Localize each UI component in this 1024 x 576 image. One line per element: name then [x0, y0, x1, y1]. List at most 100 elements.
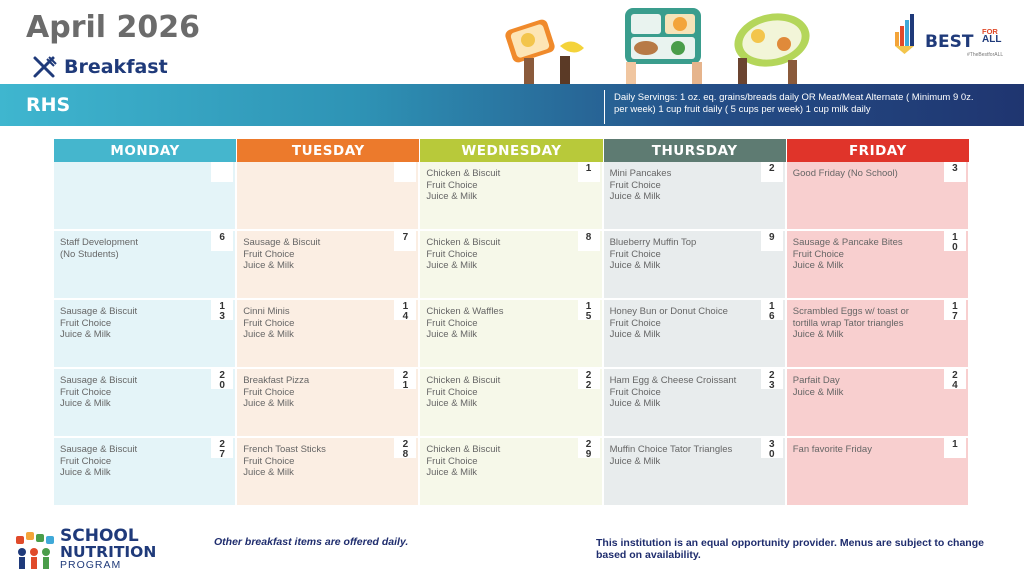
menu-items: Sausage & Biscuit Fruit Choice Juice & M… — [60, 306, 138, 340]
day-cell: Good Friday (No School) 3 — [786, 162, 968, 231]
day-cell: French Toast Sticks Fruit Choice Juice &… — [237, 438, 419, 507]
date-number: 2 9 — [577, 438, 600, 460]
day-cell: Sausage & Biscuit Fruit Choice Juice & M… — [54, 369, 236, 438]
day-column-friday: Good Friday (No School) 3 Sausage & Pancak… — [786, 162, 970, 507]
day-cell: Blueberry Muffin Top Fruit Choice Juice … — [603, 231, 785, 300]
menu-items: Sausage & Pancake Bites Fruit Choice Jui… — [792, 237, 903, 271]
date-number — [211, 162, 234, 182]
date-number: 1 — [577, 162, 600, 182]
school-banner — [0, 84, 1024, 126]
menu-items: Mini Pancakes Fruit Choice Juice & Milk — [609, 168, 672, 202]
day-cell: Chicken & Waffles Fruit Choice Juice & M… — [420, 300, 602, 369]
day-header-row: MONDAY TUESDAY WEDNESDAY THURSDAY FRIDAY — [54, 139, 970, 162]
day-header-monday: MONDAY — [54, 139, 238, 162]
day-column-wednesday: Chicken & Biscuit Fruit Choice Juice & M… — [420, 162, 604, 507]
day-cell: Sausage & Pancake Bites Fruit Choice Jui… — [786, 231, 968, 300]
date-number: 2 1 — [394, 369, 417, 391]
day-cell: Fan favorite Friday 1 — [786, 438, 968, 507]
date-number: 2 8 — [394, 438, 417, 460]
menu-items: Muffin Choice Tator Triangles Juice & Mi… — [609, 444, 733, 467]
menu-items: Sausage & Biscuit Fruit Choice Juice & M… — [60, 444, 138, 478]
day-header-wednesday: WEDNESDAY — [420, 139, 604, 162]
date-number: 9 — [760, 231, 783, 251]
date-number: 1 4 — [394, 300, 417, 322]
menu-items: Sausage & Biscuit Fruit Choice Juice & M… — [60, 375, 138, 409]
date-number: 1 — [943, 438, 966, 458]
footer-logo-nutrition: NUTRITION — [60, 543, 157, 561]
day-cell: Chicken & Biscuit Fruit Choice Juice & M… — [420, 369, 602, 438]
utensils-icon — [33, 56, 57, 78]
day-cell: Cinni Minis Fruit Choice Juice & Milk 1 4 — [237, 300, 419, 369]
day-cell: Chicken & Biscuit Fruit Choice Juice & M… — [420, 162, 602, 231]
day-cell: Ham Egg & Cheese Croissant Fruit Choice … — [603, 369, 785, 438]
day-cell: Breakfast Pizza Fruit Choice Juice & Mil… — [237, 369, 419, 438]
day-column-monday: Staff Development (No Students) 6 Sausage … — [54, 162, 238, 507]
menu-items: Sausage & Biscuit Fruit Choice Juice & M… — [243, 237, 321, 271]
logo-best: BEST — [925, 32, 974, 52]
menu-items: Ham Egg & Cheese Croissant Fruit Choice … — [609, 375, 737, 409]
pencil-bars-icon — [895, 14, 914, 54]
menu-items: Chicken & Biscuit Fruit Choice Juice & M… — [426, 237, 501, 271]
meal-label: Breakfast — [32, 55, 168, 79]
date-number: 2 3 — [760, 369, 783, 391]
date-number: 8 — [577, 231, 600, 251]
footer-disclaimer: This institution is an equal opportunity… — [596, 537, 984, 561]
day-cell: Sausage & Biscuit Fruit Choice Juice & M… — [54, 300, 236, 369]
day-cell: Mini Pancakes Fruit Choice Juice & Milk 2 — [603, 162, 785, 231]
day-header-friday: FRIDAY — [786, 139, 970, 162]
menu-items: Blueberry Muffin Top Fruit Choice Juice … — [609, 237, 697, 271]
day-cell: Staff Development (No Students) 6 — [54, 231, 236, 300]
date-number: 2 — [760, 162, 783, 182]
date-number: 3 0 — [760, 438, 783, 460]
menu-items: Chicken & Biscuit Fruit Choice Juice & M… — [426, 375, 501, 409]
day-cell: Honey Bun or Donut Choice Fruit Choice J… — [603, 300, 785, 369]
menu-calendar: MONDAY TUESDAY WEDNESDAY THURSDAY FRIDAY… — [54, 139, 970, 509]
day-column-tuesday: Sausage & Biscuit Fruit Choice Juice & M… — [237, 162, 421, 507]
menu-items: Honey Bun or Donut Choice Fruit Choice J… — [609, 306, 728, 340]
day-cell: Parfait Day Juice & Milk 2 4 — [786, 369, 968, 438]
day-column-thursday: Mini Pancakes Fruit Choice Juice & Milk 2… — [603, 162, 787, 507]
footer-note: Other breakfast items are offered daily. — [214, 536, 409, 548]
date-number: 2 7 — [211, 438, 234, 460]
calendar-grid: Staff Development (No Students) 6 Sausage … — [54, 162, 970, 507]
logo-hashtag: #TheBestforALL — [967, 52, 1004, 58]
day-header-tuesday: TUESDAY — [237, 139, 421, 162]
menu-items: Good Friday (No School) — [792, 168, 898, 179]
daily-servings: Daily Servings: 1 oz. eq. grains/breads … — [614, 92, 974, 115]
menu-items: Staff Development (No Students) — [60, 237, 138, 260]
menu-items: Chicken & Biscuit Fruit Choice Juice & M… — [426, 444, 501, 478]
menu-items: Chicken & Biscuit Fruit Choice Juice & M… — [426, 168, 501, 202]
date-number: 3 — [943, 162, 966, 182]
day-cell: Scrambled Eggs w/ toast or tortilla wrap… — [786, 300, 968, 369]
date-number: 6 — [211, 231, 234, 251]
date-number: 1 0 — [943, 231, 966, 253]
date-number: 1 5 — [577, 300, 600, 322]
page-title: April 2026 — [26, 10, 200, 45]
meal-name: Breakfast — [64, 56, 168, 78]
menu-items: Breakfast Pizza Fruit Choice Juice & Mil… — [243, 375, 310, 409]
day-cell: Sausage & Biscuit Fruit Choice Juice & M… — [237, 231, 419, 300]
menu-items: Parfait Day Juice & Milk — [792, 375, 844, 398]
footer-logo-program: PROGRAM — [60, 559, 122, 571]
date-number: 1 3 — [211, 300, 234, 322]
banner-divider — [604, 90, 605, 124]
day-cell: Chicken & Biscuit Fruit Choice Juice & M… — [420, 438, 602, 507]
date-number: 2 4 — [943, 369, 966, 391]
logo-for-all: FOR ALL — [982, 27, 1002, 45]
day-cell — [54, 162, 236, 231]
date-number: 1 7 — [943, 300, 966, 322]
menu-items: Chicken & Waffles Fruit Choice Juice & M… — [426, 306, 504, 340]
date-number: 7 — [394, 231, 417, 251]
day-cell — [237, 162, 419, 231]
best-for-all-logo: BEST FOR ALL #TheBestforALL — [895, 12, 1015, 62]
menu-items: Cinni Minis Fruit Choice Juice & Milk — [243, 306, 295, 340]
date-number: 1 6 — [760, 300, 783, 322]
menu-items: Scrambled Eggs w/ toast or tortilla wrap… — [792, 306, 909, 340]
food-kids-icon — [16, 532, 54, 569]
date-number — [394, 162, 417, 182]
day-cell: Sausage & Biscuit Fruit Choice Juice & M… — [54, 438, 236, 507]
school-name: RHS — [26, 94, 71, 116]
school-nutrition-program-logo: SCHOOL NUTRITION PROGRAM — [14, 528, 184, 572]
day-cell: Muffin Choice Tator Triangles Juice & Mi… — [603, 438, 785, 507]
